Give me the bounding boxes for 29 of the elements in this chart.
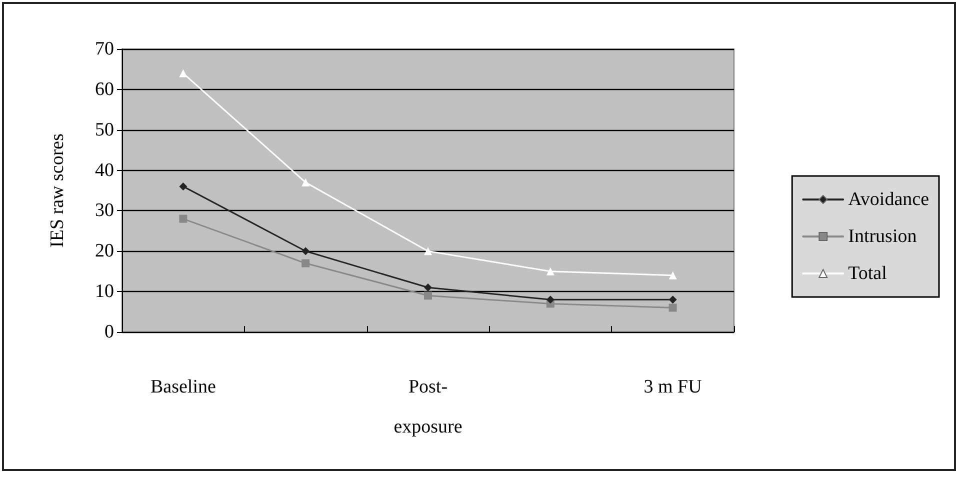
legend-label: Total bbox=[848, 263, 887, 284]
point bbox=[424, 284, 432, 292]
point bbox=[302, 259, 310, 268]
point bbox=[546, 267, 554, 276]
y-tick-label: 70 bbox=[95, 38, 114, 60]
y-tick-label: 10 bbox=[95, 281, 114, 302]
y-tick-label: 60 bbox=[95, 78, 114, 100]
legend-label: Avoidance bbox=[848, 189, 929, 210]
point bbox=[179, 69, 188, 78]
point bbox=[179, 182, 188, 190]
point bbox=[179, 214, 188, 223]
x-tick-label: 3 m FU bbox=[644, 376, 702, 398]
y-axis-title: IES raw scores bbox=[47, 134, 68, 248]
x-tick-label: Baseline bbox=[150, 376, 216, 398]
point bbox=[546, 296, 554, 304]
legend-label: Intrusion bbox=[848, 226, 918, 247]
point bbox=[302, 247, 310, 256]
y-tick-label: 20 bbox=[95, 240, 114, 262]
y-tick-label: 40 bbox=[95, 160, 114, 181]
point bbox=[668, 271, 677, 280]
point bbox=[424, 247, 432, 256]
y-tick-label: 0 bbox=[104, 322, 114, 342]
x-tick-label: Post-exposure bbox=[394, 376, 462, 438]
point bbox=[668, 296, 677, 304]
point bbox=[424, 292, 432, 300]
point bbox=[668, 304, 677, 312]
y-tick-label: 50 bbox=[95, 119, 114, 140]
point bbox=[302, 178, 310, 186]
y-tick-label: 30 bbox=[95, 200, 114, 222]
